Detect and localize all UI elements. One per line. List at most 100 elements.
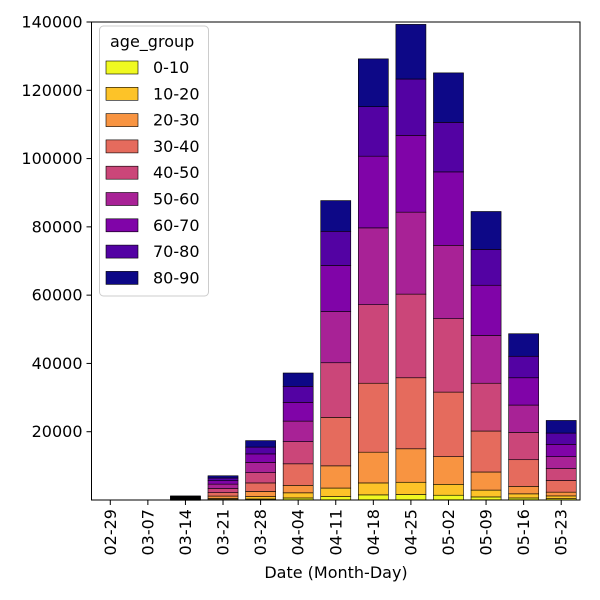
y-tick-label: 60000 — [32, 286, 83, 305]
bar-segment-04-25-0-10 — [395, 494, 427, 501]
bar-segment-05-02-70-80 — [433, 122, 464, 173]
bar-segment-05-23-20-30 — [545, 491, 577, 497]
bar-segment-05-02-30-40 — [433, 391, 464, 457]
bar-segment-04-04-80-90 — [282, 372, 314, 387]
bar-segment-05-23-50-60 — [545, 456, 577, 469]
bar-segment-04-25-50-60 — [395, 211, 427, 295]
bar-segment-04-11-60-70 — [320, 265, 352, 312]
y-tick-label: 120000 — [21, 81, 82, 100]
bar-segment-04-18-20-30 — [357, 451, 389, 484]
bar-segment-03-28-70-80 — [245, 446, 276, 455]
bar-segment-04-25-20-30 — [395, 448, 427, 483]
bar-segment-04-25-10-20 — [395, 481, 427, 495]
bar-segment-04-25-70-80 — [395, 78, 427, 136]
bar-segment-04-18-40-50 — [357, 304, 389, 384]
bar-segment-05-02-40-50 — [433, 318, 464, 393]
bar-segment-03-28-40-50 — [245, 472, 276, 484]
bar-segment-04-04-50-60 — [282, 420, 314, 442]
bar-segment-05-16-50-60 — [508, 404, 539, 433]
x-axis: 02-29 03-07 03-14 03-21 03-28 04-04 04-11 04-18… — [101, 500, 571, 556]
bar-segment-05-02-0-10 — [433, 494, 464, 501]
y-tick-label: 40000 — [32, 354, 83, 373]
bar-segment-04-11-80-90 — [320, 200, 352, 232]
bar-segment-05-16-30-40 — [508, 459, 539, 487]
bar-segment-05-09-70-80 — [470, 249, 502, 286]
bar-segment-05-09-80-90 — [470, 211, 502, 250]
bar-segment-05-23-80-90 — [545, 420, 577, 434]
bar-segment-05-09-20-30 — [470, 471, 502, 491]
bar-segment-04-25-60-70 — [395, 135, 427, 213]
bar-segment-03-28-80-90 — [245, 440, 276, 448]
bar-segment-05-02-80-90 — [433, 72, 464, 123]
y-tick-label: 80000 — [32, 217, 83, 236]
legend-swatch-20-30 — [105, 113, 139, 127]
bar-segment-05-16-40-50 — [508, 432, 539, 461]
x-tick-label: 03-14 — [176, 509, 195, 556]
legend-label-0-10: 0-10 — [153, 58, 189, 77]
bar-segment-05-09-10-20 — [470, 489, 502, 498]
x-tick-label: 05-09 — [477, 509, 496, 556]
bar-segment-03-28-20-30 — [245, 491, 276, 497]
bar-segment-03-21-60-70 — [207, 480, 239, 485]
bar-segment-04-11-0-10 — [320, 496, 352, 501]
bar-segment-05-02-20-30 — [433, 456, 464, 485]
legend-swatch-40-50 — [105, 165, 139, 180]
bar-segment-05-16-20-30 — [508, 486, 539, 495]
bar-segment-03-21-50-60 — [207, 483, 239, 489]
bar-segment-05-16-60-70 — [508, 377, 539, 406]
bar-segment-04-04-20-30 — [282, 485, 314, 494]
bar-segment-04-11-20-30 — [320, 465, 352, 489]
bar-segment-03-21-70-80 — [207, 477, 239, 482]
bar-segment-03-28-10-20 — [245, 496, 276, 500]
bar-segment-03-21-40-50 — [207, 488, 239, 493]
bar-segment-04-25-80-90 — [395, 24, 427, 80]
bar-segment-04-18-50-60 — [357, 227, 389, 306]
x-tick-label: 03-21 — [214, 509, 233, 556]
bar-segment-05-23-10-20 — [545, 495, 577, 499]
legend-label-70-80: 70-80 — [153, 242, 200, 261]
bar-segment-04-18-80-90 — [357, 58, 389, 107]
bar-segment-05-09-40-50 — [470, 382, 502, 432]
bar-segment-04-18-0-10 — [357, 494, 389, 501]
bar-segment-04-18-30-40 — [357, 382, 389, 453]
bar-segment-05-02-10-20 — [433, 483, 464, 496]
bar-segment-05-16-80-90 — [508, 333, 539, 357]
legend-swatch-10-20 — [105, 87, 139, 101]
legend-swatch-70-80 — [105, 244, 139, 259]
legend-label-40-50: 40-50 — [153, 163, 200, 182]
bar-segment-03-28-50-60 — [245, 462, 276, 473]
x-tick-label: 03-07 — [138, 509, 157, 556]
legend-swatch-30-40 — [105, 139, 139, 154]
bar-segment-04-04-30-40 — [282, 463, 314, 486]
bar-segment-04-11-30-40 — [320, 417, 352, 467]
bar-segment-04-18-70-80 — [357, 106, 389, 157]
bar-segment-05-09-60-70 — [470, 284, 502, 336]
legend-swatch-0-10 — [105, 60, 139, 75]
x-tick-label: 04-25 — [401, 509, 420, 556]
legend-items: 0-10 10-20 20-30 30-40 40-50 50-60 60-70 70-80 8… — [105, 58, 200, 287]
x-axis-label: Date (Month-Day) — [264, 563, 407, 582]
bar-segment-04-04-40-50 — [282, 441, 314, 465]
bar-segment-04-04-10-20 — [282, 492, 314, 499]
x-tick-label: 04-18 — [364, 509, 383, 556]
bar-segment-03-14-80-90 — [170, 495, 201, 497]
x-tick-label: 05-16 — [514, 509, 533, 556]
bar-segment-04-25-30-40 — [395, 377, 427, 450]
legend-label-10-20: 10-20 — [153, 84, 200, 103]
bar-segment-04-11-70-80 — [320, 231, 352, 266]
bar-segment-05-23-40-50 — [545, 468, 577, 481]
bar-segment-04-11-10-20 — [320, 487, 352, 497]
y-axis: 20000 40000 60000 80000 100000 120000 140000 — [21, 13, 92, 441]
x-tick-label: 05-02 — [439, 509, 458, 556]
legend-swatch-80-90 — [105, 271, 139, 285]
bar-segment-04-11-40-50 — [320, 362, 352, 418]
bars-layer — [170, 24, 577, 501]
bar-segment-03-21-30-40 — [207, 492, 239, 497]
y-tick-label: 100000 — [21, 149, 82, 168]
bar-segment-04-11-50-60 — [320, 311, 352, 364]
legend-label-60-70: 60-70 — [153, 216, 200, 235]
bar-segment-05-23-60-70 — [545, 444, 577, 457]
legend-swatch-50-60 — [105, 192, 139, 206]
legend: age_group 0-10 10-20 20-30 30-40 40-50 50-60 6… — [99, 25, 209, 297]
